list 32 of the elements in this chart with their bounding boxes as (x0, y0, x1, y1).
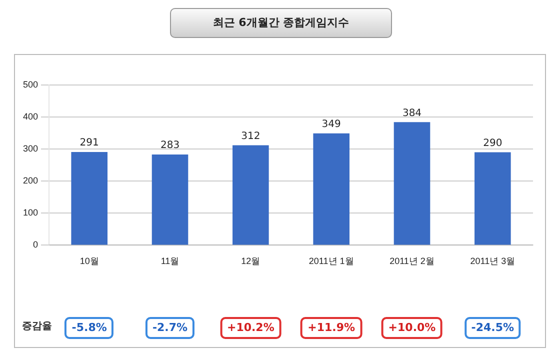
text: -2.7% (145, 317, 195, 339)
y-tick-label: 0 (33, 240, 38, 250)
bar (313, 133, 350, 245)
chart-title: 최근 6개월간 종합게임지수 (170, 8, 392, 38)
x-tick-label: 10월 (80, 256, 99, 266)
text: +11.9% (300, 317, 362, 339)
y-tick-label: 400 (22, 112, 38, 122)
x-tick-label: 11월 (160, 256, 180, 266)
bar (232, 145, 269, 245)
text: -5.8% (64, 317, 114, 339)
text: -24.5% (464, 317, 522, 339)
data-label: 384 (402, 108, 422, 119)
x-tick-label: 12월 (241, 256, 260, 266)
text: 증감율 (22, 320, 52, 333)
data-label: 349 (322, 118, 341, 130)
text: +10.2% (220, 317, 282, 339)
y-tick-label: 100 (22, 208, 38, 218)
data-label: 312 (241, 130, 260, 142)
y-tick-label: 500 (22, 79, 38, 90)
data-label: 283 (160, 140, 180, 152)
y-tick-label: 300 (22, 144, 38, 154)
text: +10.0% (381, 317, 443, 339)
data-label: 290 (483, 138, 502, 149)
x-tick-label: 2011년 2월 (390, 256, 434, 266)
bar (474, 152, 511, 245)
bar (152, 154, 188, 245)
bar (71, 152, 108, 245)
data-label: 291 (80, 138, 99, 149)
bar (394, 122, 430, 245)
x-tick-label: 2011년 1월 (308, 256, 354, 266)
x-tick-label: 2011년 3월 (470, 256, 516, 266)
y-tick-label: 200 (22, 176, 38, 186)
